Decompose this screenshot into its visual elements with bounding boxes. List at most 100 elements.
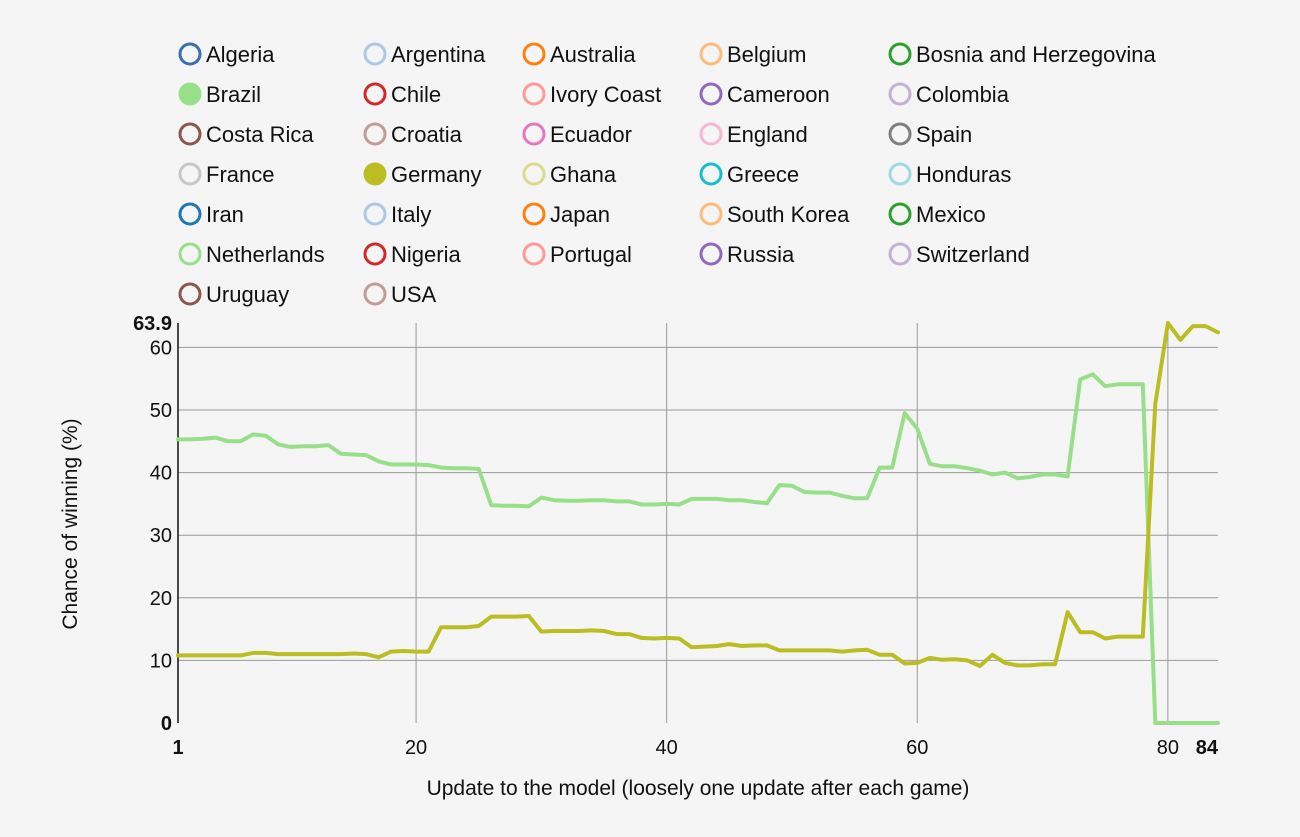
x-tick-label: 80 bbox=[1157, 737, 1179, 759]
legend-item-switzerland[interactable]: Switzerland bbox=[888, 242, 1030, 267]
legend-label: Ghana bbox=[550, 162, 617, 187]
legend-label: Italy bbox=[391, 202, 431, 227]
legend-item-uruguay[interactable]: Uruguay bbox=[178, 282, 289, 307]
legend-item-italy[interactable]: Italy bbox=[363, 202, 431, 227]
legend-item-russia[interactable]: Russia bbox=[699, 242, 795, 267]
series-line-brazil bbox=[176, 372, 1220, 725]
legend-item-iran[interactable]: Iran bbox=[178, 202, 244, 227]
legend-item-argentina[interactable]: Argentina bbox=[363, 42, 486, 67]
legend-label: USA bbox=[391, 282, 437, 307]
legend-item-honduras[interactable]: Honduras bbox=[888, 162, 1011, 187]
legend-marker bbox=[699, 42, 723, 66]
y-tick-label: 50 bbox=[150, 400, 172, 422]
legend-marker bbox=[888, 162, 912, 186]
legend-item-colombia[interactable]: Colombia bbox=[888, 82, 1010, 107]
x-tick-label: 60 bbox=[906, 737, 928, 759]
y-tick-label: 30 bbox=[150, 525, 172, 547]
legend-item-spain[interactable]: Spain bbox=[888, 122, 972, 147]
legend-marker bbox=[178, 42, 202, 66]
legend-item-netherlands[interactable]: Netherlands bbox=[178, 242, 325, 267]
legend-marker bbox=[178, 242, 202, 266]
legend-item-portugal[interactable]: Portugal bbox=[522, 242, 632, 267]
legend-marker bbox=[522, 82, 546, 106]
legend-marker bbox=[363, 82, 387, 106]
legend-item-nigeria[interactable]: Nigeria bbox=[363, 242, 461, 267]
legend-item-mexico[interactable]: Mexico bbox=[888, 202, 986, 227]
legend-label: Spain bbox=[916, 122, 972, 147]
legend-marker bbox=[363, 242, 387, 266]
legend-marker bbox=[888, 122, 912, 146]
legend-label: Russia bbox=[727, 242, 795, 267]
legend-marker bbox=[888, 42, 912, 66]
legend-marker bbox=[522, 122, 546, 146]
legend-label: Iran bbox=[206, 202, 244, 227]
legend: Algeria Argentina Australia Belgium Bosnia a… bbox=[178, 42, 1156, 307]
legend-item-cameroon[interactable]: Cameroon bbox=[699, 82, 830, 107]
legend-item-ivory-coast[interactable]: Ivory Coast bbox=[522, 82, 661, 107]
legend-label: Argentina bbox=[391, 42, 486, 67]
legend-marker bbox=[178, 82, 202, 106]
legend-marker bbox=[363, 42, 387, 66]
legend-item-costa-rica[interactable]: Costa Rica bbox=[178, 122, 314, 147]
legend-item-bosnia-and-herzegovina[interactable]: Bosnia and Herzegovina bbox=[888, 42, 1156, 67]
series-lines bbox=[176, 321, 1220, 725]
x-axis-title: Update to the model (loosely one update … bbox=[427, 777, 970, 800]
legend-item-belgium[interactable]: Belgium bbox=[699, 42, 806, 67]
y-axis-title: Chance of winning (%) bbox=[59, 418, 82, 629]
legend-marker bbox=[522, 242, 546, 266]
y-tick-label: 10 bbox=[150, 650, 172, 672]
series-line-germany bbox=[176, 321, 1220, 668]
legend-label: England bbox=[727, 122, 808, 147]
legend-item-south-korea[interactable]: South Korea bbox=[699, 202, 850, 227]
legend-marker bbox=[699, 82, 723, 106]
legend-item-croatia[interactable]: Croatia bbox=[363, 122, 463, 147]
legend-item-australia[interactable]: Australia bbox=[522, 42, 636, 67]
legend-label: Japan bbox=[550, 202, 610, 227]
legend-label: South Korea bbox=[727, 202, 850, 227]
legend-item-ghana[interactable]: Ghana bbox=[522, 162, 617, 187]
legend-item-greece[interactable]: Greece bbox=[699, 162, 799, 187]
legend-item-usa[interactable]: USA bbox=[363, 282, 437, 307]
legend-marker bbox=[363, 162, 387, 186]
legend-item-algeria[interactable]: Algeria bbox=[178, 42, 275, 67]
legend-item-japan[interactable]: Japan bbox=[522, 202, 610, 227]
legend-label: Algeria bbox=[206, 42, 275, 67]
legend-label: Chile bbox=[391, 82, 441, 107]
legend-label: Belgium bbox=[727, 42, 806, 67]
legend-marker bbox=[178, 162, 202, 186]
legend-label: Brazil bbox=[206, 82, 261, 107]
legend-label: Croatia bbox=[391, 122, 463, 147]
legend-label: Costa Rica bbox=[206, 122, 314, 147]
x-tick-label: 20 bbox=[405, 737, 427, 759]
legend-marker bbox=[522, 162, 546, 186]
gridlines bbox=[178, 323, 1218, 723]
legend-label: Greece bbox=[727, 162, 799, 187]
y-tick-label: 0 bbox=[161, 713, 172, 735]
legend-marker bbox=[699, 122, 723, 146]
x-tick-label: 40 bbox=[656, 737, 678, 759]
legend-item-brazil[interactable]: Brazil bbox=[178, 82, 262, 107]
legend-label: Ecuador bbox=[550, 122, 632, 147]
legend-marker bbox=[363, 122, 387, 146]
legend-label: Netherlands bbox=[206, 242, 325, 267]
legend-marker bbox=[888, 242, 912, 266]
legend-label: Mexico bbox=[916, 202, 986, 227]
legend-marker bbox=[888, 202, 912, 226]
legend-marker bbox=[888, 82, 912, 106]
legend-item-england[interactable]: England bbox=[699, 122, 808, 147]
legend-item-chile[interactable]: Chile bbox=[363, 82, 441, 107]
legend-marker bbox=[178, 122, 202, 146]
legend-label: France bbox=[206, 162, 274, 187]
legend-marker bbox=[522, 202, 546, 226]
legend-item-france[interactable]: France bbox=[178, 162, 274, 187]
y-tick-label: 63.9 bbox=[133, 313, 172, 335]
legend-label: Australia bbox=[550, 42, 636, 67]
legend-item-ecuador[interactable]: Ecuador bbox=[522, 122, 632, 147]
legend-label: Uruguay bbox=[206, 282, 289, 307]
legend-marker bbox=[522, 42, 546, 66]
legend-item-germany[interactable]: Germany bbox=[363, 162, 482, 187]
legend-marker bbox=[699, 242, 723, 266]
